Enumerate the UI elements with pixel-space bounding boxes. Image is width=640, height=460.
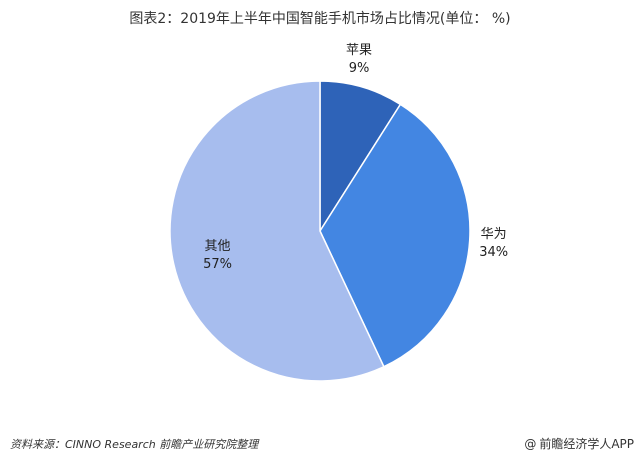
pie-slice-0 (319, 80, 402, 234)
slice-value-label-1: 34% (479, 245, 508, 260)
slice-value-label-2: 57% (203, 257, 232, 272)
slice-name-label-1: 华为 (481, 227, 507, 242)
brand-credit: @ 前瞻经济学人APP (524, 435, 634, 452)
pie-slice-1 (319, 103, 471, 368)
pie-slice-2 (169, 80, 385, 382)
slice-name-label-2: 其他 (205, 239, 231, 254)
slice-value-label-0: 9% (349, 61, 370, 76)
brand-name: 前瞻经济学人APP (539, 437, 634, 451)
at-sign-icon: @ (524, 436, 537, 451)
source-note: 资料来源：CINNO Research 前瞻产业研究院整理 (10, 438, 259, 451)
slice-name-label-0: 苹果 (346, 43, 372, 58)
chart-title: 图表2：2019年上半年中国智能手机市场占比情况(单位： %) (129, 11, 511, 27)
